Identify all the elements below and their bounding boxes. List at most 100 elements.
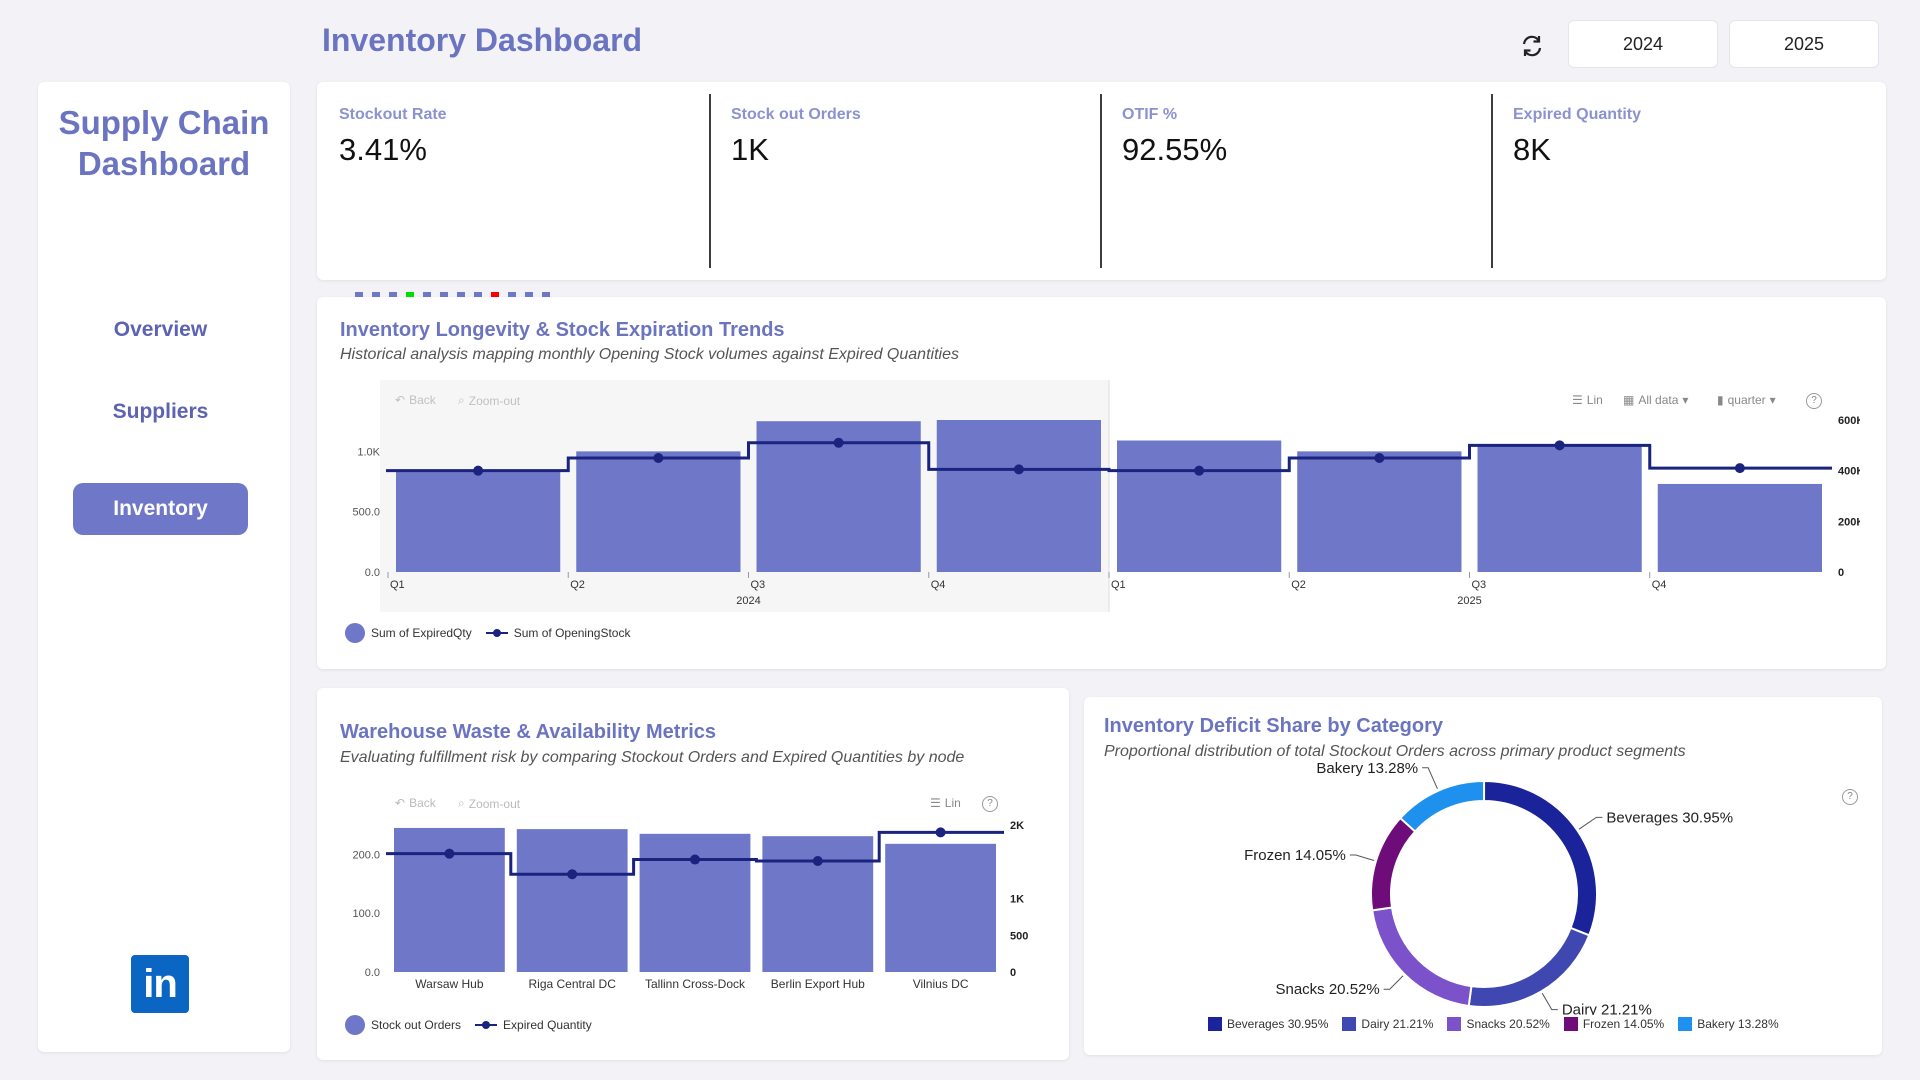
bar [576, 451, 741, 572]
donut-leader-line [1422, 767, 1438, 790]
line-point [1194, 465, 1205, 476]
donut-slice-dairy [1467, 926, 1591, 1008]
kpi-label: Stock out Orders [731, 106, 861, 123]
legend-item-frozen: Frozen 14.05% [1563, 1017, 1665, 1031]
legend-line-swatch [475, 1020, 498, 1030]
sidebar-item-suppliers[interactable]: Suppliers [112, 400, 209, 423]
y-right-tick-label: 500 [1010, 930, 1028, 942]
x-group-label: 2024 [736, 595, 760, 607]
donut-leader-line [1541, 992, 1558, 1011]
kpi-value: 8K [1513, 132, 1551, 167]
bar [1117, 440, 1282, 572]
legend-swatch [1563, 1017, 1578, 1031]
y-left-tick-label: 1.0K [357, 446, 380, 458]
legend-label: Frozen 14.05% [1582, 1017, 1665, 1031]
line-point [1554, 440, 1565, 451]
x-tick-label: Berlin Export Hub [771, 977, 865, 991]
x-tick-label: Q2 [570, 579, 585, 591]
longevity-legend: Sum of ExpiredQty Sum of OpeningStock [345, 623, 630, 643]
linkedin-icon[interactable]: in [131, 955, 189, 1013]
warehouse-scale-toggle[interactable]: ☰ Lin [930, 796, 961, 810]
x-tick-label: Q3 [1472, 579, 1487, 591]
x-tick-label: Q2 [1291, 579, 1306, 591]
donut-leader-line [1383, 975, 1404, 990]
kpi-otif: OTIF % 92.55% [1100, 82, 1490, 340]
x-tick-label: Vilnius DC [913, 977, 969, 991]
deficit-title: Inventory Deficit Share by Category [1104, 715, 1443, 737]
line-point [935, 827, 946, 838]
sidebar-item-inventory[interactable]: Inventory [73, 483, 248, 535]
zoom-out-label: Zoom-out [468, 796, 521, 811]
line-point [1374, 453, 1385, 463]
donut-leader-line [1578, 816, 1603, 830]
line-point [567, 869, 578, 880]
warehouse-legend: Stock out Orders Expired Quantity [345, 1015, 592, 1035]
y-left-tick-label: 200.0 [352, 849, 380, 861]
y-right-tick-label: 2K [1010, 820, 1024, 832]
donut-slice-label: Frozen 14.05% [1244, 847, 1346, 864]
longevity-title: Inventory Longevity & Stock Expiration T… [340, 319, 785, 341]
kpi-divider [1491, 94, 1493, 268]
legend-bars-label: Sum of ExpiredQty [371, 626, 472, 640]
sidebar-title-line1: Supply Chain [58, 104, 270, 141]
warehouse-chart: 0.0 100.0 200.0 0 500 1K 2K Warsaw Hub Riga Cent… [352, 820, 1028, 991]
longevity-help-icon[interactable]: ? [1806, 393, 1822, 409]
longevity-scale-toggle[interactable]: ☰ Lin [1572, 393, 1603, 407]
legend-swatch [1678, 1017, 1693, 1031]
donut-slice-label: Snacks 20.52% [1275, 981, 1379, 998]
scale-label: Lin [944, 796, 961, 810]
warehouse-subtitle: Evaluating fulfillment risk by comparing… [340, 749, 965, 766]
kpi-panel: Stockout Rate 3.41% Stock out Orders 1K … [317, 82, 1886, 340]
legend-label: Bakery 13.28% [1697, 1017, 1779, 1031]
year-2025-button[interactable]: 2025 [1729, 20, 1879, 68]
year-2024-button[interactable]: 2024 [1568, 20, 1718, 68]
x-group-label: 2025 [1457, 595, 1481, 607]
list-icon: ☰ [1572, 393, 1583, 407]
deficit-legend: Beverages 30.95% Dairy 21.21% Snacks 20.52… [1208, 1017, 1779, 1031]
line-point [812, 856, 823, 867]
calendar-icon: ▦ [1623, 393, 1635, 407]
donut-slice-label: Beverages 30.95% [1606, 809, 1733, 826]
legend-item-dairy: Dairy 21.21% [1342, 1017, 1433, 1031]
longevity-period-dropdown[interactable]: ▮ quarter ▾ [1717, 393, 1776, 407]
chevron-down-icon: ▾ [1769, 393, 1776, 407]
legend-label: Snacks 20.52% [1466, 1017, 1550, 1031]
warehouse-zoom-out-button[interactable]: ⌕ Zoom-out [458, 796, 520, 811]
kpi-divider [1100, 94, 1102, 268]
donut-slice-snacks [1371, 906, 1473, 1008]
donut-slice-frozen [1370, 816, 1417, 912]
line-point [833, 437, 844, 448]
kpi-label: Expired Quantity [1513, 106, 1642, 123]
page-title: Inventory Dashboard [322, 22, 643, 58]
line-point [444, 848, 455, 859]
legend-item-beverages: Beverages 30.95% [1208, 1017, 1328, 1031]
refresh-button[interactable] [1512, 26, 1552, 66]
line-point [690, 854, 700, 865]
kpi-divider [709, 94, 711, 268]
legend-item-bakery: Bakery 13.28% [1678, 1017, 1779, 1031]
y-left-tick-label: 100.0 [352, 908, 380, 920]
warehouse-back-button[interactable]: ↶ Back [395, 796, 436, 810]
sidebar-item-overview[interactable]: Overview [113, 318, 208, 341]
refresh-icon [1522, 35, 1542, 57]
longevity-all-data-dropdown[interactable]: ▦ All data ▾ [1623, 393, 1688, 407]
bar [1297, 451, 1462, 572]
legend-bars-label: Stock out Orders [371, 1018, 462, 1032]
all-data-label: All data [1638, 393, 1679, 407]
longevity-subtitle: Historical analysis mapping monthly Open… [340, 346, 959, 363]
legend-label: Dairy 21.21% [1361, 1017, 1434, 1031]
bar [396, 470, 561, 572]
line-point [653, 453, 664, 463]
list-icon: ☰ [930, 796, 941, 810]
legend-bars-swatch [345, 1015, 365, 1035]
y-right-tick-label: 400K [1838, 466, 1860, 478]
donut-slice-bakery [1398, 779, 1486, 833]
deficit-help-icon[interactable]: ? [1842, 789, 1858, 805]
line-point [473, 465, 484, 476]
kpi-stockout-orders: Stock out Orders 1K [709, 82, 1099, 340]
warehouse-help-icon[interactable]: ? [982, 796, 998, 812]
kpi-expired-quantity: Expired Quantity 8K [1491, 82, 1881, 340]
legend-bars-swatch [345, 623, 365, 643]
y-right-tick-label: 200K [1838, 516, 1860, 528]
x-tick-label: Riga Central DC [529, 977, 617, 991]
